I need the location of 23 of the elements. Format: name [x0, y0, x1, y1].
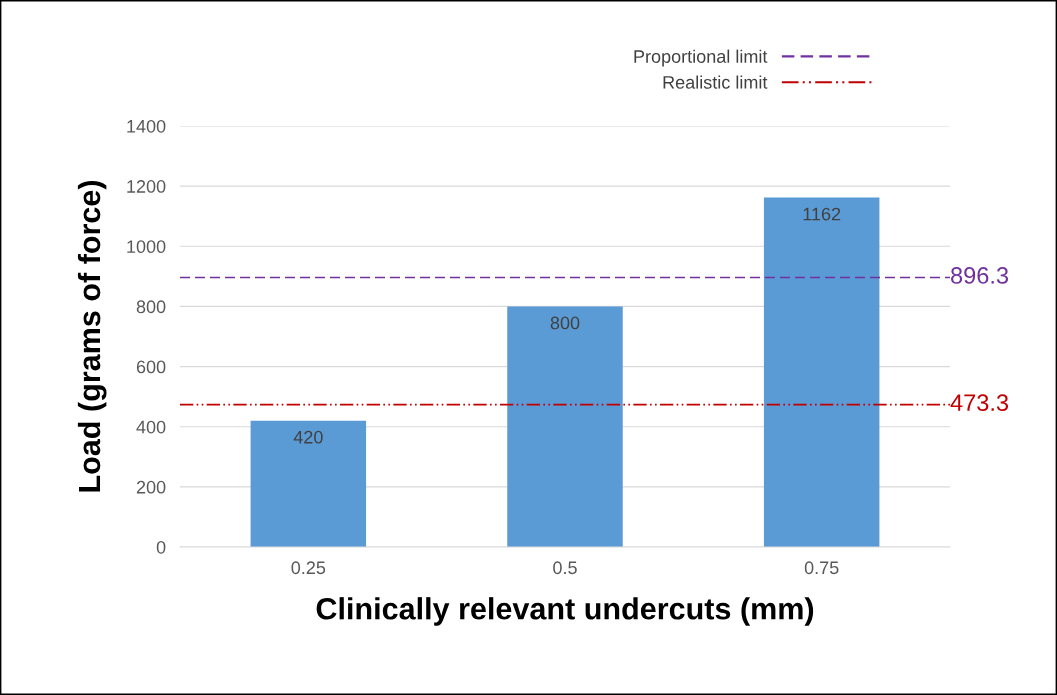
- legend-label: Proportional limit: [634, 49, 768, 67]
- data-label: 800: [550, 316, 580, 330]
- y-tick-label: 1000: [127, 240, 166, 254]
- x-tick-label: 0.25: [291, 561, 326, 575]
- data-label: 1162: [803, 207, 841, 221]
- bar: [250, 420, 367, 547]
- y-tick-label: 1200: [127, 180, 166, 193]
- y-tick-label: 200: [136, 480, 166, 494]
- x-axis-title: Clinically relevant undercuts (mm): [316, 597, 814, 626]
- y-tick-label: 600: [136, 360, 166, 374]
- text: 473.3: [950, 394, 1009, 412]
- text: 896.3: [951, 267, 1009, 284]
- y-tick-label: 0: [156, 540, 166, 554]
- y-tick-label: 800: [136, 300, 166, 314]
- x-tick-label: 0.5: [553, 561, 577, 575]
- y-axis-title: Load (grams of force): [77, 180, 107, 492]
- legend-label: Realistic limit: [663, 75, 768, 89]
- bar: [763, 197, 880, 547]
- y-tick-label: 400: [136, 420, 166, 434]
- bar: [507, 306, 623, 547]
- data-label: 420: [293, 430, 323, 444]
- x-tick-label: 0.75: [804, 561, 839, 575]
- y-tick-label: 1400: [127, 119, 166, 133]
